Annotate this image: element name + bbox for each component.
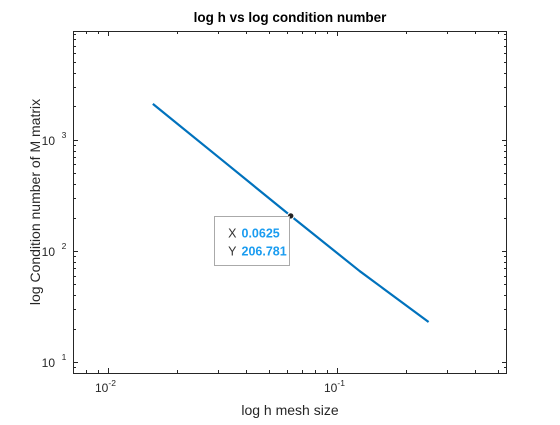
chart-title: log h vs log condition number (194, 10, 387, 25)
y-axis-label: log Condition number of M matrix (27, 99, 43, 305)
datatip-y-value: 206.781 (242, 245, 287, 259)
x-tick-label-base: 10 (324, 381, 338, 395)
y-tick-label-base: 10 (42, 245, 56, 259)
y-tick-label-exponent: 1 (62, 352, 67, 362)
x-tick-label-exponent: -2 (108, 378, 116, 388)
datatip-x-value: 0.0625 (242, 227, 280, 241)
x-tick-label-base: 10 (95, 381, 109, 395)
y-tick-label-exponent: 3 (62, 130, 67, 140)
y-tick-label-exponent: 2 (62, 241, 67, 251)
datatip-y-label: Y (228, 245, 237, 259)
y-tick-label-base: 10 (42, 134, 56, 148)
datatip[interactable]: X 0.0625 Y 206.781 (215, 213, 294, 266)
plot-area (73, 31, 507, 373)
y-tick-label: 10 (42, 134, 56, 148)
x-tick-label-exponent: -1 (337, 378, 345, 388)
y-tick-label: 10 (42, 245, 56, 259)
datatip-x-label: X (228, 227, 237, 241)
x-axis-label: log h mesh size (241, 402, 338, 418)
y-tick-label: 10 (42, 356, 56, 370)
y-tick-label-base: 10 (42, 356, 56, 370)
